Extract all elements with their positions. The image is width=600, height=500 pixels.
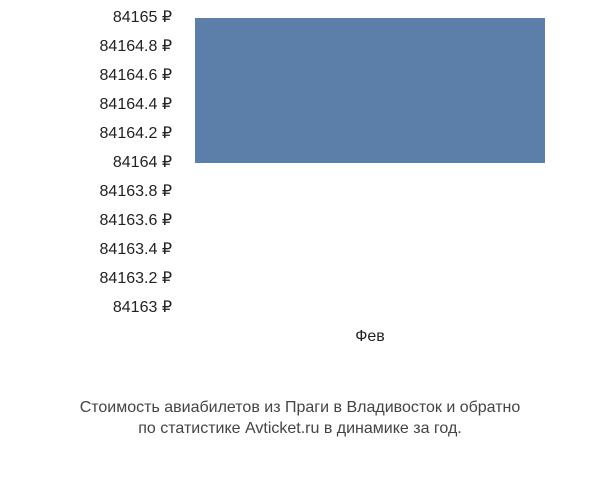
y-tick-label: 84165 ₽: [113, 10, 172, 26]
y-tick-label: 84164.2 ₽: [100, 126, 172, 142]
caption-line1: Стоимость авиабилетов из Праги в Владиво…: [80, 399, 521, 416]
plot-area: [190, 18, 550, 308]
caption-line2: по статистике Avticket.ru в динамике за …: [138, 420, 462, 437]
chart-caption: Стоимость авиабилетов из Праги в Владиво…: [0, 398, 600, 440]
y-tick-label: 84163.2 ₽: [100, 271, 172, 287]
y-tick-label: 84163.8 ₽: [100, 184, 172, 200]
y-tick-label: 84164.8 ₽: [100, 39, 172, 55]
y-tick-label: 84164 ₽: [113, 155, 172, 171]
y-tick-label: 84164.6 ₽: [100, 68, 172, 84]
chart-area: 84165 ₽ 84164.8 ₽ 84164.6 ₽ 84164.4 ₽ 84…: [0, 10, 600, 350]
y-axis: 84165 ₽ 84164.8 ₽ 84164.6 ₽ 84164.4 ₽ 84…: [0, 10, 180, 330]
bar-feb: [195, 18, 545, 163]
y-tick-label: 84163 ₽: [113, 300, 172, 316]
y-tick-label: 84163.6 ₽: [100, 213, 172, 229]
y-tick-label: 84163.4 ₽: [100, 242, 172, 258]
x-tick-label: Фев: [190, 328, 550, 346]
y-tick-label: 84164.4 ₽: [100, 97, 172, 113]
